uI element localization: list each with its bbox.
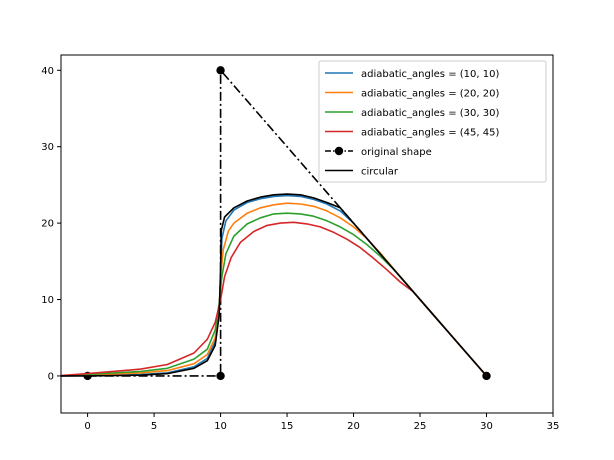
legend-label: original shape <box>361 147 432 158</box>
plot-lines <box>61 66 491 381</box>
legend-label: circular <box>361 167 399 178</box>
y-tick-label: 10 <box>41 295 54 306</box>
x-tick-label: 10 <box>214 421 227 432</box>
x-tick-label: 20 <box>347 421 360 432</box>
series-line-1 <box>61 202 488 377</box>
series-marker <box>216 66 225 75</box>
series-marker <box>216 371 225 381</box>
series-line-3 <box>61 221 488 377</box>
series-line-2 <box>61 212 488 377</box>
legend-label: adiabatic_angles = (30, 30) <box>361 108 499 119</box>
legend: adiabatic_angles = (10, 10) adiabatic_ang… <box>318 60 547 183</box>
y-tick-label: 0 <box>48 371 54 382</box>
legend-label: adiabatic_angles = (10, 10) <box>361 69 499 80</box>
x-tick-label: 30 <box>480 421 493 432</box>
y-tick-label: 20 <box>41 219 54 230</box>
legend-marker <box>334 146 344 156</box>
x-tick-label: 35 <box>547 421 560 432</box>
y-tick-label: 40 <box>41 66 54 77</box>
series-line-5 <box>61 193 488 377</box>
x-tick-label: 25 <box>414 421 427 432</box>
legend-label: adiabatic_angles = (45, 45) <box>361 128 499 139</box>
legend-label: adiabatic_angles = (20, 20) <box>361 89 499 100</box>
ticks: 0 5 10 15 20 25 30 35 0 10 20 30 40 <box>41 66 559 432</box>
x-tick-label: 0 <box>84 421 90 432</box>
series-line-0 <box>61 194 488 377</box>
y-tick-label: 30 <box>41 142 54 153</box>
legend-box <box>318 60 547 183</box>
axes-frame <box>60 54 554 414</box>
x-tick-label: 5 <box>151 421 157 432</box>
x-tick-label: 15 <box>281 421 294 432</box>
